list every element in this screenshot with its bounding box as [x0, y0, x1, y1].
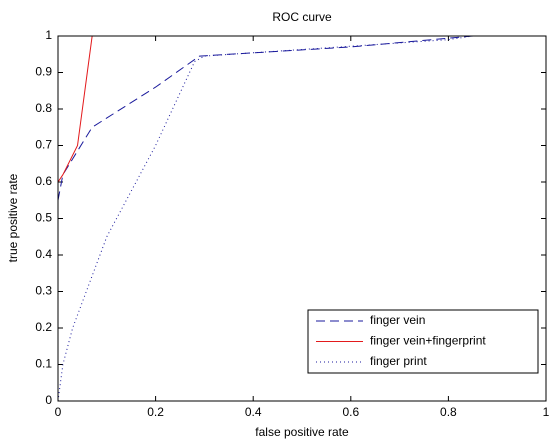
- y-tick-label: 1: [45, 28, 52, 42]
- y-tick-label: 0.2: [35, 320, 52, 334]
- legend: finger vein finger vein+fingerprint finger…: [307, 309, 539, 374]
- x-tick-label: 0.4: [245, 405, 262, 419]
- chart-title: ROC curve: [272, 10, 332, 24]
- series-line: [57, 35, 546, 402]
- legend-label: finger vein+fingerprint: [370, 334, 486, 348]
- x-tick-label: 0.8: [440, 405, 457, 419]
- y-tick-label: 0.4: [35, 247, 52, 261]
- x-tick-label: 0.6: [342, 405, 359, 419]
- x-tick-label: 1: [543, 405, 549, 419]
- y-tick-label: 0.8: [35, 101, 52, 115]
- series-line: [57, 35, 546, 201]
- x-tick-label: 0: [55, 405, 62, 419]
- y-tick-label: 0: [45, 393, 52, 407]
- y-axis-label: true positive rate: [6, 173, 20, 262]
- legend-label: finger print: [370, 354, 427, 368]
- legend-label: finger vein: [370, 313, 425, 327]
- y-tick-label: 0.5: [35, 211, 52, 225]
- y-tick-label: 0.9: [35, 65, 52, 79]
- plot-frame: [57, 35, 547, 402]
- y-tick-label: 0.3: [35, 284, 52, 298]
- y-tick-label: 0.7: [35, 138, 52, 152]
- y-tick-label: 0.6: [35, 174, 52, 188]
- y-tick-label: 0.1: [35, 357, 52, 371]
- x-tick-label: 0.2: [147, 405, 164, 419]
- x-axis-label: false positive rate: [255, 425, 349, 439]
